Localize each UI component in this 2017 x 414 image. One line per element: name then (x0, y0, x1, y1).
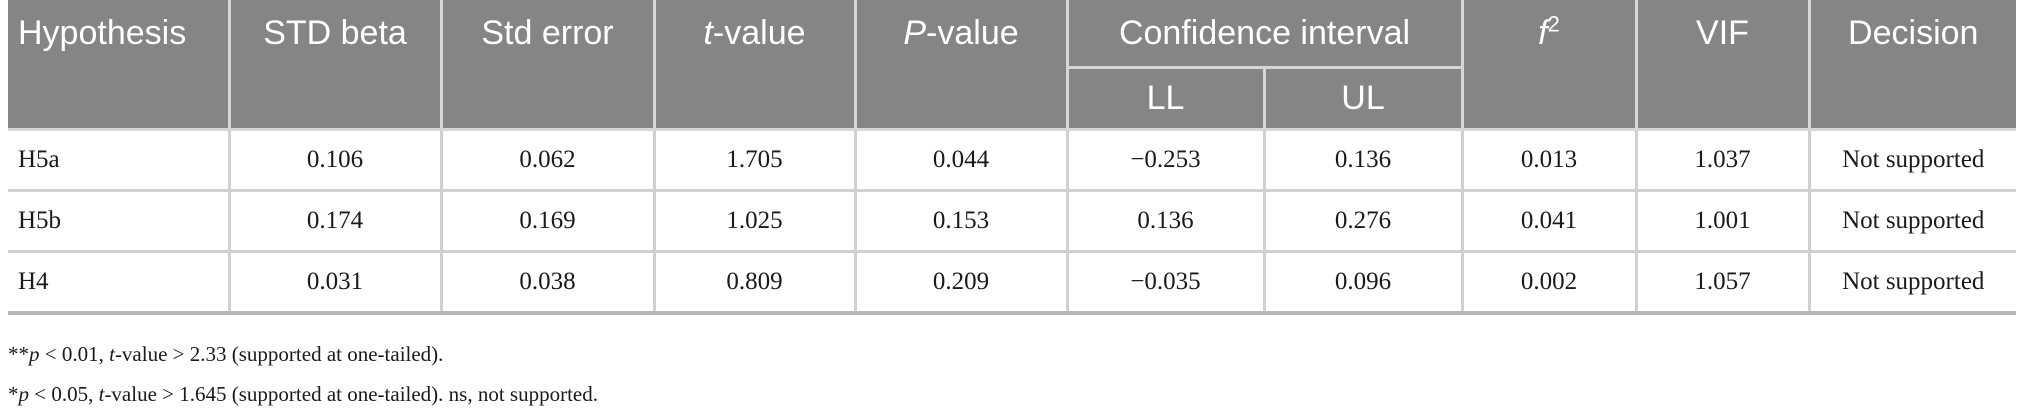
subheader-empty (229, 67, 443, 131)
cell-f-squared: 0.013 (1462, 129, 1638, 192)
footnote-2-t: t (98, 382, 105, 406)
cell-t-value: 1.705 (654, 129, 857, 192)
t-value-suffix: -value (712, 14, 806, 53)
p-symbol: P (903, 14, 927, 53)
footnote-2-threshold: < 0.05, (29, 382, 99, 406)
footnote-1-t: t (109, 342, 115, 366)
col-header-decision: Decision (1809, 0, 2016, 68)
subheader-empty (654, 67, 857, 131)
table-footnotes: **p < 0.01, t-value > 2.33 (supported at… (8, 334, 598, 414)
header-row-1: Hypothesis STD beta Std error t-value P-… (8, 0, 2016, 69)
footnote-1: **p < 0.01, t-value > 2.33 (supported at… (8, 334, 598, 374)
cell-ul: 0.276 (1264, 190, 1464, 253)
col-header-std-error: Std error (441, 0, 656, 68)
footnote-1-stars: ** (8, 342, 29, 366)
cell-std-beta: 0.031 (229, 251, 443, 315)
footnote-2-p: p (18, 382, 30, 406)
cell-f-squared: 0.041 (1462, 190, 1638, 253)
cell-std-error: 0.062 (441, 129, 656, 192)
cell-std-error: 0.038 (441, 251, 656, 315)
cell-p-value: 0.044 (855, 129, 1069, 192)
p-value-suffix: -value (926, 14, 1019, 53)
cell-p-value: 0.153 (855, 190, 1069, 253)
cell-hypothesis: H5a (8, 129, 231, 192)
f-symbol: f (1538, 14, 1548, 53)
col-header-p-value: P-value (855, 0, 1069, 68)
cell-ll: −0.035 (1067, 251, 1266, 315)
col-header-f-squared: f2 (1462, 0, 1638, 68)
table-row: H5a 0.106 0.062 1.705 0.044 −0.253 0.136… (8, 129, 2016, 192)
subheader-empty (855, 67, 1069, 131)
cell-decision: Not supported (1809, 190, 2016, 253)
cell-t-value: 0.809 (654, 251, 857, 315)
cell-vif: 1.001 (1636, 190, 1811, 253)
subheader-empty (1462, 67, 1638, 131)
header-row-2: LL UL (8, 67, 2016, 131)
subheader-empty (8, 67, 231, 131)
subheader-empty (441, 67, 656, 131)
results-table-container: Hypothesis STD beta Std error t-value P-… (8, 0, 2016, 315)
subheader-empty (1636, 67, 1811, 131)
col-header-vif: VIF (1636, 0, 1811, 68)
cell-std-error: 0.169 (441, 190, 656, 253)
cell-hypothesis: H4 (8, 251, 231, 315)
footnote-1-p: p (29, 342, 40, 366)
cell-std-beta: 0.106 (229, 129, 443, 192)
cell-vif: 1.037 (1636, 129, 1811, 192)
cell-vif: 1.057 (1636, 251, 1811, 315)
t-symbol: t (703, 14, 713, 53)
hypothesis-results-table: Hypothesis STD beta Std error t-value P-… (8, 0, 2016, 315)
cell-hypothesis: H5b (8, 190, 231, 253)
col-header-t-value: t-value (654, 0, 857, 68)
cell-ul: 0.096 (1264, 251, 1464, 315)
cell-decision: Not supported (1809, 251, 2016, 315)
cell-t-value: 1.025 (654, 190, 857, 253)
table-row: H5b 0.174 0.169 1.025 0.153 0.136 0.276 … (8, 190, 2016, 253)
cell-std-beta: 0.174 (229, 190, 443, 253)
cell-ll: −0.253 (1067, 129, 1266, 192)
footnote-1-text: -value > 2.33 (supported at one-tailed). (114, 342, 444, 366)
col-header-std-beta: STD beta (229, 0, 443, 68)
col-header-ul: UL (1264, 67, 1464, 131)
col-header-hypothesis: Hypothesis (8, 0, 231, 68)
cell-decision: Not supported (1809, 129, 2016, 192)
cell-f-squared: 0.002 (1462, 251, 1638, 315)
subheader-empty (1809, 67, 2016, 131)
table-body: H5a 0.106 0.062 1.705 0.044 −0.253 0.136… (8, 129, 2016, 315)
table-row: H4 0.031 0.038 0.809 0.209 −0.035 0.096 … (8, 251, 2016, 315)
col-header-confidence-interval: Confidence interval (1067, 0, 1464, 69)
col-header-ll: LL (1067, 67, 1266, 131)
cell-ul: 0.136 (1264, 129, 1464, 192)
footnote-1-threshold: < 0.01, (39, 342, 110, 366)
cell-p-value: 0.209 (855, 251, 1069, 315)
footnote-2: *p < 0.05, t-value > 1.645 (supported at… (8, 374, 598, 414)
footnote-2-stars: * (8, 382, 19, 406)
table-header: Hypothesis STD beta Std error t-value P-… (8, 0, 2016, 131)
cell-ll: 0.136 (1067, 190, 1266, 253)
f-superscript: 2 (1547, 11, 1560, 37)
footnote-2-text: -value > 1.645 (supported at one-tailed)… (104, 382, 598, 406)
